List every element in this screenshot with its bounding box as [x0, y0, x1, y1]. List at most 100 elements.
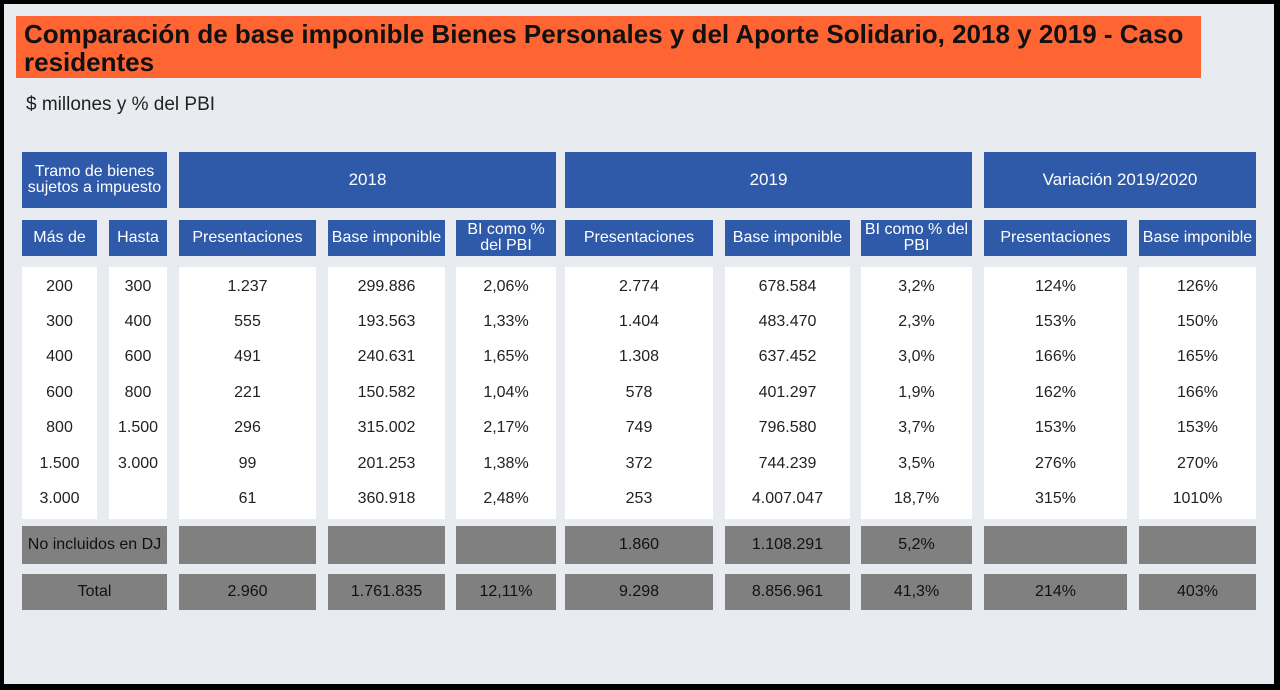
- group-header-tramo: Tramo de bienes sujetos a impuesto: [22, 152, 167, 208]
- table-cell: 1.500: [39, 454, 80, 472]
- table-cell: 555: [234, 313, 261, 331]
- body-column-bg: [109, 267, 167, 519]
- table-cell: 153%: [1035, 313, 1076, 331]
- table-cell: 1.404: [618, 313, 660, 331]
- table-cell: 2.774: [618, 277, 660, 295]
- table-cell: 276%: [1035, 454, 1076, 472]
- body-column-bg: [456, 267, 556, 519]
- column-header: Presentaciones: [565, 220, 713, 256]
- table-cell: 166%: [1035, 348, 1076, 366]
- table-cell: 1.860: [565, 526, 713, 564]
- row-label-total: Total: [22, 574, 167, 610]
- table-cell: 201.253: [357, 454, 416, 472]
- body-column-bg: [725, 267, 850, 519]
- table-cell: 744.239: [758, 454, 817, 472]
- table-cell: 3,7%: [898, 419, 935, 437]
- body-column-bg: [861, 267, 972, 519]
- table-cell: 153%: [1035, 419, 1076, 437]
- group-header-2018: 2018: [179, 152, 556, 208]
- table-cell: 41,3%: [861, 574, 972, 610]
- table-cell: 678.584: [758, 277, 817, 295]
- body-column-bg: [565, 267, 713, 519]
- table-cell: 400: [124, 313, 152, 331]
- table-cell: 270%: [1177, 454, 1218, 472]
- table-cell: [456, 526, 556, 564]
- table-cell: 193.563: [357, 313, 416, 331]
- page-title: Comparación de base imponible Bienes Per…: [24, 19, 1184, 77]
- table-cell: 578: [625, 383, 653, 401]
- column-header: Base imponible: [328, 220, 445, 256]
- table-cell: 360.918: [357, 490, 416, 508]
- table-cell: 1.500: [117, 419, 159, 437]
- page-subtitle: $ millones y % del PBI: [26, 94, 216, 115]
- table-cell: 403%: [1139, 574, 1256, 610]
- table-cell: 400: [46, 348, 73, 366]
- table-cell: 3,5%: [898, 454, 935, 472]
- column-header: BI como % del PBI: [456, 220, 556, 256]
- table-cell: 637.452: [758, 348, 817, 366]
- table-cell: 1010%: [1172, 490, 1223, 508]
- table-cell: 600: [124, 348, 152, 366]
- table-cell: 315.002: [357, 419, 416, 437]
- body-column-bg: [984, 267, 1127, 519]
- table-cell: 300: [46, 313, 73, 331]
- table-cell: 296: [234, 419, 261, 437]
- table-cell: 299.886: [357, 277, 416, 295]
- table-cell: 600: [46, 383, 73, 401]
- table-cell: 800: [46, 419, 73, 437]
- table-cell: 12,11%: [456, 574, 556, 610]
- column-header: Base imponible: [725, 220, 850, 256]
- table-cell: 800: [124, 383, 152, 401]
- table-cell: 8.856.961: [725, 574, 850, 610]
- table-cell: 1,65%: [483, 348, 529, 366]
- table-cell: [179, 526, 316, 564]
- table-cell: 2,48%: [483, 490, 529, 508]
- table-cell: 2,06%: [483, 277, 529, 295]
- table-cell: 491: [234, 348, 261, 366]
- table-cell: 61: [238, 490, 257, 508]
- table-cell: 315%: [1035, 490, 1076, 508]
- table-cell: 796.580: [758, 419, 817, 437]
- table-cell: 9.298: [565, 574, 713, 610]
- table-cell: [984, 526, 1127, 564]
- table-cell: 401.297: [758, 383, 817, 401]
- table-cell: 300: [124, 277, 152, 295]
- table-cell: 372: [625, 454, 653, 472]
- table-cell: [109, 481, 167, 516]
- table-cell: 3.000: [117, 454, 159, 472]
- table-cell: 4.007.047: [751, 490, 824, 508]
- table-cell: 1.108.291: [725, 526, 850, 564]
- body-column-bg: [1139, 267, 1256, 519]
- table-cell: 126%: [1177, 277, 1218, 295]
- table-cell: 18,7%: [893, 490, 940, 508]
- table-cell: 221: [234, 383, 261, 401]
- table-cell: 124%: [1035, 277, 1076, 295]
- table-cell: 150.582: [357, 383, 416, 401]
- group-header-2019: 2019: [565, 152, 972, 208]
- body-column-bg: [22, 267, 97, 519]
- group-header-variacion: Variación 2019/2020: [984, 152, 1256, 208]
- table-cell: 1,9%: [898, 383, 935, 401]
- table-cell: 1.761.835: [328, 574, 445, 610]
- table-cell: 1,33%: [483, 313, 529, 331]
- table-cell: 1,04%: [483, 383, 529, 401]
- table-cell: 1,38%: [483, 454, 529, 472]
- table-cell: 165%: [1177, 348, 1218, 366]
- table-cell: 240.631: [357, 348, 416, 366]
- table-cell: 1.237: [227, 277, 268, 295]
- table-cell: 3,0%: [898, 348, 935, 366]
- table-cell: 483.470: [758, 313, 817, 331]
- title-banner: Comparación de base imponible Bienes Per…: [16, 16, 1201, 78]
- table-cell: 153%: [1177, 419, 1218, 437]
- table-cell: 200: [46, 277, 73, 295]
- column-header: Más de: [22, 220, 97, 256]
- table-cell: 1.308: [618, 348, 660, 366]
- table-cell: 162%: [1035, 383, 1076, 401]
- page: Comparación de base imponible Bienes Per…: [4, 4, 1274, 684]
- column-header: Presentaciones: [179, 220, 316, 256]
- table-cell: 749: [625, 419, 653, 437]
- table-cell: 3.000: [39, 490, 80, 508]
- row-label-no-incluidos: No incluidos en DJ: [22, 526, 167, 564]
- table-cell: [328, 526, 445, 564]
- body-column-bg: [179, 267, 316, 519]
